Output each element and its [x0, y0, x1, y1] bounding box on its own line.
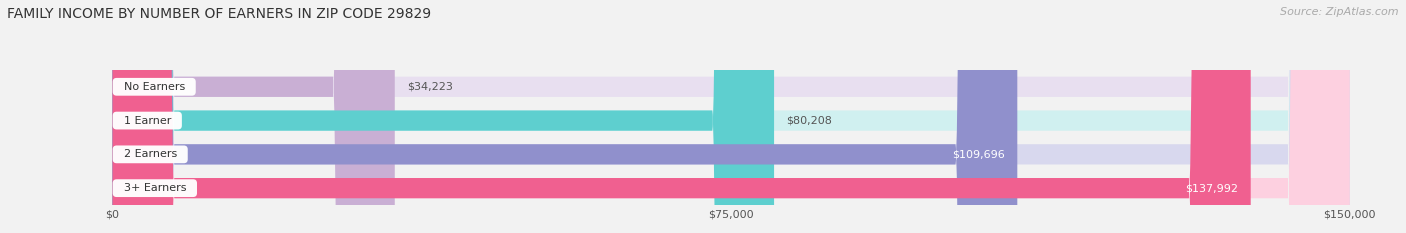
Text: $34,223: $34,223 [408, 82, 453, 92]
FancyBboxPatch shape [112, 0, 1350, 233]
FancyBboxPatch shape [112, 0, 1350, 233]
Text: FAMILY INCOME BY NUMBER OF EARNERS IN ZIP CODE 29829: FAMILY INCOME BY NUMBER OF EARNERS IN ZI… [7, 7, 432, 21]
FancyBboxPatch shape [112, 0, 395, 233]
Text: 2 Earners: 2 Earners [117, 149, 184, 159]
Text: No Earners: No Earners [117, 82, 191, 92]
Text: 3+ Earners: 3+ Earners [117, 183, 193, 193]
Text: $109,696: $109,696 [952, 149, 1005, 159]
Text: $80,208: $80,208 [786, 116, 832, 126]
Text: $137,992: $137,992 [1185, 183, 1239, 193]
FancyBboxPatch shape [112, 0, 1350, 233]
FancyBboxPatch shape [112, 0, 775, 233]
FancyBboxPatch shape [112, 0, 1251, 233]
FancyBboxPatch shape [112, 0, 1018, 233]
FancyBboxPatch shape [112, 0, 1350, 233]
Text: Source: ZipAtlas.com: Source: ZipAtlas.com [1281, 7, 1399, 17]
Text: 1 Earner: 1 Earner [117, 116, 179, 126]
